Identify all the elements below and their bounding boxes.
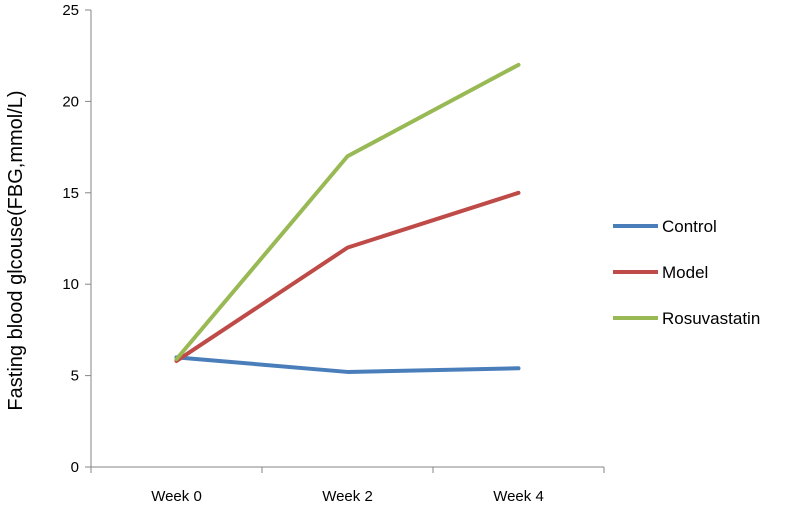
x-tick-label: Week 0: [151, 488, 202, 505]
x-tick-label: Week 4: [493, 488, 544, 505]
legend-label-control: Control: [662, 217, 717, 236]
y-tick-label: 15: [62, 185, 79, 202]
legend-label-rosuvastatin: Rosuvastatin: [662, 309, 760, 328]
y-tick-label: 0: [71, 459, 79, 476]
y-tick-label: 5: [71, 368, 79, 385]
x-axis-ticks: Week 0 Week 2 Week 4: [90, 467, 605, 505]
series-lines: [174, 62, 521, 374]
legend: Control Model Rosuvastatin: [613, 217, 760, 328]
y-tick-label: 10: [62, 276, 79, 293]
y-axis-title: Fasting blood glcouse(FBG,mmol/L): [5, 90, 27, 410]
series-line-rosuvastatin: [174, 62, 521, 362]
legend-label-model: Model: [662, 263, 708, 282]
y-axis-ticks: 0 5 10 15 20 25: [62, 2, 91, 476]
x-tick-label: Week 2: [322, 488, 373, 505]
series-line-model: [174, 190, 521, 363]
chart-axes: [90, 10, 604, 468]
y-tick-label: 20: [62, 93, 79, 110]
series-line-control: [174, 355, 521, 374]
y-tick-label: 25: [62, 2, 79, 19]
